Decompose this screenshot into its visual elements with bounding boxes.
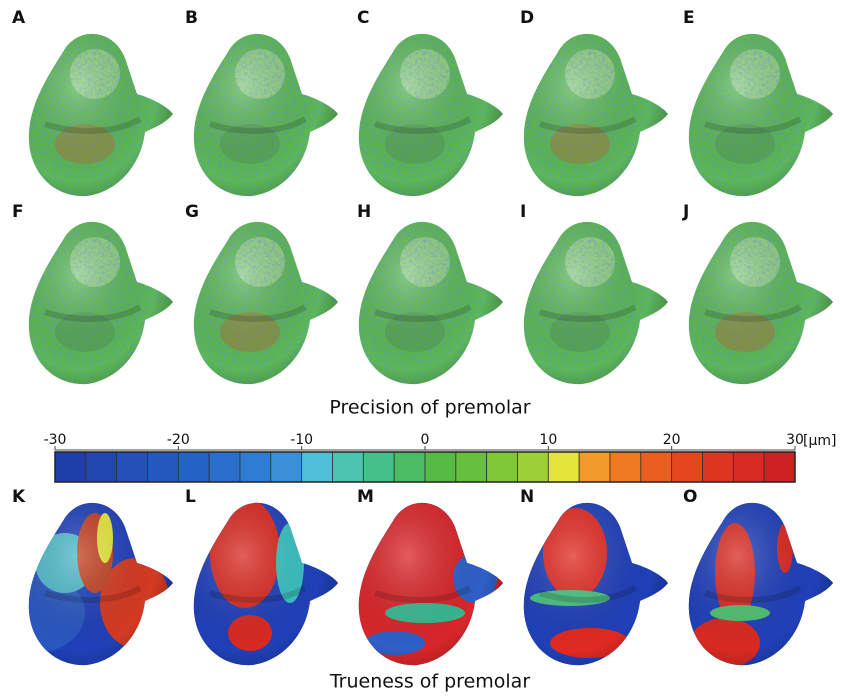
tooth-map <box>685 212 835 392</box>
colorbar-segment <box>394 452 425 482</box>
colorbar-segment <box>117 452 148 482</box>
colorbar-tick-label: 0 <box>421 432 430 448</box>
colorbar-segment <box>209 452 240 482</box>
colorbar-tick-label: 30 <box>786 432 804 448</box>
panel-label: N <box>520 487 534 507</box>
tooth-surface <box>355 24 505 204</box>
colorbar-segment <box>333 452 364 482</box>
tooth-shade <box>685 493 835 673</box>
colorbar-segment <box>672 452 703 482</box>
tooth-map <box>355 24 505 204</box>
colorbar-tick-label: -10 <box>290 432 313 448</box>
tooth-shade <box>685 212 835 392</box>
tooth-shade <box>190 493 340 673</box>
tooth-shade <box>520 212 670 392</box>
colorbar-segment <box>425 452 456 482</box>
tooth-map <box>520 24 670 204</box>
panel-label: H <box>357 202 371 222</box>
tooth-surface <box>520 24 670 204</box>
colorbar-segment <box>178 452 209 482</box>
figure: Precision of premolar Trueness of premol… <box>0 0 847 695</box>
tooth-shade <box>190 24 340 204</box>
colorbar: -30 -20 -10 0 10 20 30 <box>44 432 804 482</box>
tooth-surface <box>640 463 847 695</box>
tooth-map <box>190 24 340 204</box>
tooth-surface <box>685 24 835 204</box>
tooth-surface <box>0 493 175 673</box>
tooth-surface <box>325 483 505 683</box>
colorbar-segment <box>240 452 271 482</box>
tooth-map <box>685 24 835 204</box>
panel-label: O <box>683 487 697 507</box>
tooth-surface <box>25 24 175 204</box>
tooth-shade <box>25 493 175 673</box>
panel-label: J <box>682 202 689 222</box>
tooth-surface <box>685 212 835 392</box>
colorbar-segment <box>363 452 394 482</box>
teeth: A B C D E F G H I J K L M N O <box>0 8 847 695</box>
tooth-map <box>25 212 175 392</box>
tooth-surface <box>190 212 340 392</box>
colorbar-segment <box>733 452 764 482</box>
colorbar-segment <box>55 452 86 482</box>
colorbar-segment <box>456 452 487 482</box>
tooth-surface <box>355 212 505 392</box>
colorbar-segment <box>518 452 549 482</box>
tooth-map <box>145 463 385 695</box>
tooth-surface <box>190 24 340 204</box>
colorbar-tick-label: 10 <box>539 432 557 448</box>
tooth-map <box>190 212 340 392</box>
colorbar-segment <box>271 452 302 482</box>
panel-label: L <box>185 487 196 507</box>
tooth-shade <box>25 212 175 392</box>
tooth-map <box>25 24 175 204</box>
tooth-map <box>325 483 505 683</box>
tooth-shade <box>25 24 175 204</box>
tooth-shade <box>520 24 670 204</box>
tooth-surface <box>25 212 175 392</box>
panel-label: A <box>12 8 26 28</box>
colorbar-segment <box>764 452 795 482</box>
tooth-surface <box>520 212 670 392</box>
colorbar-segment <box>703 452 734 482</box>
panel-label: M <box>357 487 374 507</box>
tooth-shade <box>355 212 505 392</box>
panel-label: C <box>357 8 369 28</box>
colorbar-segment <box>86 452 117 482</box>
tooth-surface <box>145 463 385 695</box>
colorbar-segment <box>610 452 641 482</box>
tooth-map <box>640 463 847 695</box>
tooth-shade <box>355 493 505 673</box>
tooth-map <box>520 212 670 392</box>
colorbar-unit: [µm] <box>803 433 836 449</box>
tooth-shade <box>355 24 505 204</box>
tooth-map <box>355 212 505 392</box>
colorbar-tick-label: 20 <box>663 432 681 448</box>
panel-label: K <box>12 487 26 507</box>
colorbar-segment <box>579 452 610 482</box>
colorbar-segment <box>487 452 518 482</box>
caption: Precision of premolar <box>329 397 530 419</box>
colorbar-segment <box>302 452 333 482</box>
colorbar-tick-label: -30 <box>44 432 67 448</box>
tooth-map <box>0 493 175 673</box>
panel-label: D <box>520 8 534 28</box>
colorbar-segment <box>641 452 672 482</box>
tooth-shade <box>685 24 835 204</box>
colorbar-tick-label: -20 <box>167 432 190 448</box>
colorbar-segment <box>148 452 179 482</box>
panel-label: E <box>683 8 695 28</box>
panel-label: G <box>185 202 199 222</box>
tooth-shade <box>520 493 670 673</box>
panel-label: B <box>185 8 198 28</box>
tooth-surface <box>475 463 715 695</box>
tooth-map <box>475 463 715 695</box>
panel-label: I <box>520 202 526 222</box>
colorbar-segment <box>548 452 579 482</box>
caption: Trueness of premolar <box>329 671 530 693</box>
tooth-shade <box>190 212 340 392</box>
panel-label: F <box>12 202 24 222</box>
